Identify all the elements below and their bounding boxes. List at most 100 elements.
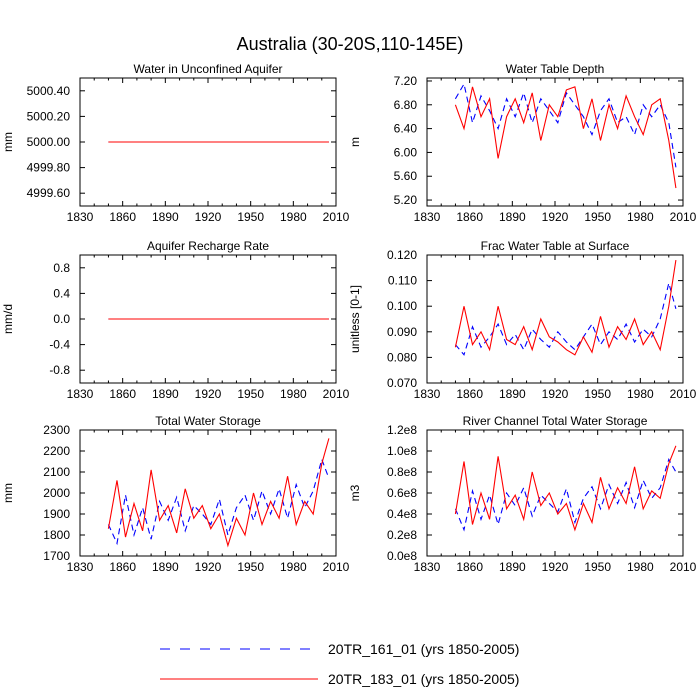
x-tick-label: 2010	[323, 210, 350, 224]
y-tick-label: 0.090	[387, 325, 417, 339]
legend-label: 20TR_183_01 (yrs 1850-2005)	[328, 671, 519, 687]
y-tick-label: 7.20	[394, 74, 418, 88]
x-tick-label: 1920	[195, 560, 222, 574]
x-tick-label: 1950	[237, 387, 264, 401]
panel-1: Water in Unconfined Aquifer mm 1830 1860 189…	[1, 62, 350, 224]
y-tick-label: 5000.00	[27, 135, 71, 149]
x-tick-label: 1920	[542, 560, 569, 574]
x-tick-label: 2010	[670, 387, 697, 401]
legend-label: 20TR_161_01 (yrs 1850-2005)	[328, 641, 519, 657]
x-tick-label: 1950	[237, 560, 264, 574]
y-tick-label: 0.8	[53, 261, 70, 275]
series-line-20tr-161-01	[107, 457, 330, 546]
y-axis-label: unitless [0-1]	[348, 285, 362, 353]
y-tick-label: 6.00	[394, 145, 418, 159]
series-line-20tr-183-01	[454, 86, 677, 189]
x-tick-label: 1920	[542, 387, 569, 401]
x-tick-label: 1950	[584, 560, 611, 574]
panel-2: Water Table Depth m 1830 1860 1890 1920 1950 19…	[348, 62, 697, 224]
series-line-20tr-183-01	[107, 438, 330, 548]
x-tick-label: 1860	[456, 560, 483, 574]
panel-title: Frac Water Table at Surface	[481, 239, 630, 253]
figure-title: Australia (30-20S,110-145E)	[237, 34, 464, 54]
panel-3: Aquifer Recharge Rate mm/d 1830 1860 1890 192…	[1, 239, 350, 401]
y-tick-label: 1.2e8	[387, 423, 417, 437]
y-tick-label: 5000.20	[27, 109, 71, 123]
x-tick-label: 1890	[499, 560, 526, 574]
y-tick-label: 0.0e8	[387, 549, 417, 563]
x-tick-label: 1830	[414, 560, 441, 574]
y-axis-label: m	[348, 137, 362, 147]
x-tick-label: 1980	[627, 387, 654, 401]
plot-frame	[426, 77, 684, 207]
y-axis-label: mm	[1, 132, 15, 152]
panel-title: Total Water Storage	[155, 414, 261, 428]
x-tick-label: 1980	[280, 560, 307, 574]
x-tick-label: 1890	[152, 387, 179, 401]
x-tick-label: 1830	[414, 210, 441, 224]
x-tick-label: 2010	[323, 387, 350, 401]
y-tick-label: 5.60	[394, 169, 418, 183]
x-tick-label: 2010	[670, 210, 697, 224]
legend: 20TR_161_01 (yrs 1850-2005) 20TR_183_01 (…	[160, 641, 519, 687]
panel-group: Water in Unconfined Aquifer mm 1830 1860 189…	[1, 62, 697, 574]
panel-4: Frac Water Table at Surface unitless [0-1…	[348, 239, 697, 401]
panel-title: Aquifer Recharge Rate	[147, 239, 269, 253]
x-tick-label: 1950	[584, 387, 611, 401]
y-tick-label: 5.20	[394, 193, 418, 207]
x-tick-label: 1980	[280, 210, 307, 224]
plot-frame	[426, 254, 684, 384]
panel-title: Water in Unconfined Aquifer	[134, 62, 283, 76]
series-line-20tr-161-01	[454, 82, 677, 168]
y-tick-label: 6.40	[394, 122, 418, 136]
y-tick-label: -0.4	[49, 338, 70, 352]
x-tick-label: 1950	[237, 210, 264, 224]
x-tick-label: 1980	[627, 560, 654, 574]
y-tick-label: 0.120	[387, 248, 417, 262]
y-tick-label: 0.100	[387, 299, 417, 313]
x-tick-label: 2010	[323, 560, 350, 574]
y-tick-label: 1800	[43, 528, 70, 542]
y-tick-label: 2000	[43, 486, 70, 500]
y-tick-label: 1700	[43, 549, 70, 563]
x-tick-label: 1890	[152, 560, 179, 574]
series-line-20tr-183-01	[454, 260, 677, 356]
x-tick-label: 1860	[456, 210, 483, 224]
panel-5: Total Water Storage mm 1830 1860 1890 1920 195…	[1, 414, 350, 574]
x-tick-label: 1860	[456, 387, 483, 401]
y-tick-label: 4999.60	[27, 186, 71, 200]
series-line-20tr-183-01	[454, 445, 677, 532]
x-tick-label: 1890	[152, 210, 179, 224]
y-tick-label: 2300	[43, 423, 70, 437]
y-tick-label: 0.6e8	[387, 486, 417, 500]
x-tick-label: 1980	[280, 387, 307, 401]
y-tick-label: 1900	[43, 507, 70, 521]
y-tick-label: 0.0	[53, 312, 70, 326]
x-tick-label: 1890	[499, 210, 526, 224]
x-tick-label: 2010	[670, 560, 697, 574]
y-tick-label: -0.8	[49, 363, 70, 377]
y-tick-label: 5000.40	[27, 84, 71, 98]
y-tick-label: 2100	[43, 465, 70, 479]
y-tick-label: 0.080	[387, 350, 417, 364]
y-tick-label: 0.070	[387, 376, 417, 390]
y-tick-label: 0.110	[388, 274, 417, 288]
y-tick-label: 0.4e8	[387, 507, 417, 521]
panel-title: River Channel Total Water Storage	[463, 414, 648, 428]
x-tick-label: 1950	[584, 210, 611, 224]
x-tick-label: 1830	[414, 387, 441, 401]
panel-title: Water Table Depth	[506, 62, 605, 76]
x-tick-label: 1980	[627, 210, 654, 224]
x-tick-label: 1860	[109, 560, 136, 574]
y-axis-label: m3	[348, 484, 362, 501]
y-tick-label: 1.0e8	[387, 444, 417, 458]
x-tick-label: 1860	[109, 387, 136, 401]
y-axis-label: mm/d	[1, 304, 15, 334]
y-tick-label: 4999.80	[27, 161, 71, 175]
y-axis-label: mm	[1, 483, 15, 503]
y-tick-label: 2200	[43, 444, 70, 458]
x-tick-label: 1920	[195, 387, 222, 401]
x-tick-label: 1920	[195, 210, 222, 224]
x-tick-label: 1830	[67, 560, 94, 574]
